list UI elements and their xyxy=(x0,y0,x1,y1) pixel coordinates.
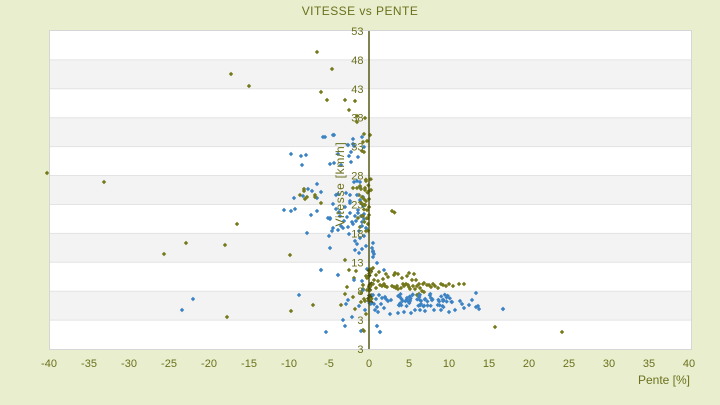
svg-text:-40: -40 xyxy=(41,358,57,370)
svg-text:43: 43 xyxy=(351,84,363,96)
svg-text:23: 23 xyxy=(351,200,363,212)
svg-text:0: 0 xyxy=(366,358,372,370)
svg-text:40: 40 xyxy=(683,358,695,370)
svg-text:38: 38 xyxy=(351,113,363,125)
svg-text:13: 13 xyxy=(351,257,363,269)
svg-text:VITESSE vs PENTE: VITESSE vs PENTE xyxy=(302,4,419,18)
svg-text:18: 18 xyxy=(351,228,363,240)
svg-text:3: 3 xyxy=(357,315,363,327)
svg-text:-5: -5 xyxy=(324,358,334,370)
svg-text:-15: -15 xyxy=(241,358,257,370)
svg-text:-25: -25 xyxy=(161,358,177,370)
svg-text:5: 5 xyxy=(406,358,412,370)
svg-text:25: 25 xyxy=(563,358,575,370)
svg-text:3: 3 xyxy=(357,344,363,356)
svg-text:-35: -35 xyxy=(81,358,97,370)
svg-text:Vitesse [km/h]: Vitesse [km/h] xyxy=(333,142,347,227)
svg-text:-10: -10 xyxy=(281,358,297,370)
svg-text:15: 15 xyxy=(483,358,495,370)
svg-text:30: 30 xyxy=(603,358,615,370)
svg-text:33: 33 xyxy=(351,142,363,154)
svg-text:20: 20 xyxy=(523,358,535,370)
svg-text:53: 53 xyxy=(351,26,363,38)
svg-text:10: 10 xyxy=(443,358,455,370)
svg-text:48: 48 xyxy=(351,55,363,67)
svg-text:-20: -20 xyxy=(201,358,217,370)
svg-text:35: 35 xyxy=(643,358,655,370)
svg-text:-30: -30 xyxy=(121,358,137,370)
svg-text:Pente [%]: Pente [%] xyxy=(638,373,690,387)
svg-text:28: 28 xyxy=(351,171,363,183)
svg-text:8: 8 xyxy=(357,286,363,298)
